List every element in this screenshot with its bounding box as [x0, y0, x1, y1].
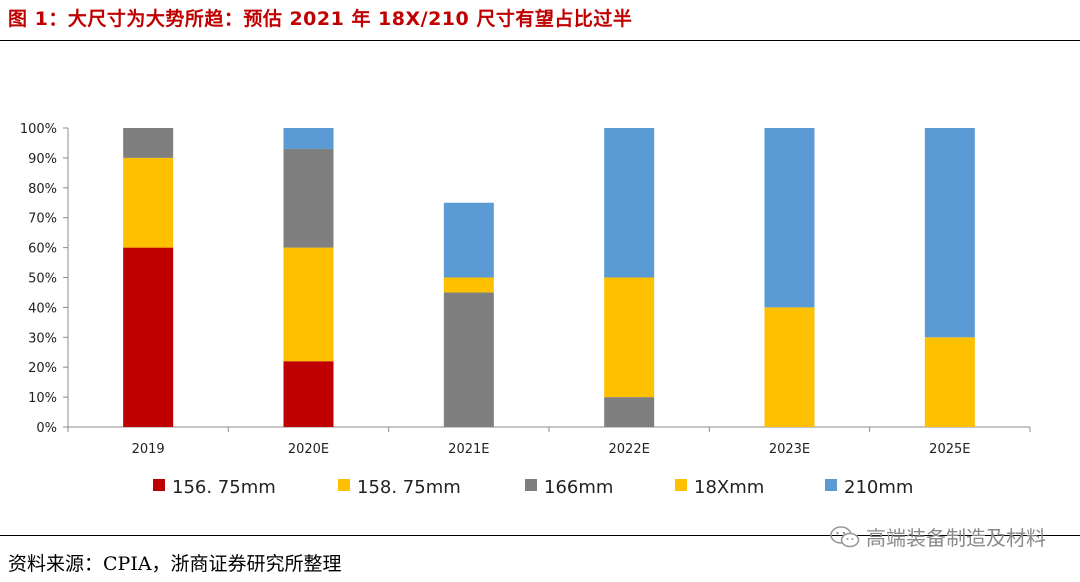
- y-tick-label: 70%: [28, 212, 57, 227]
- y-tick-label: 80%: [28, 182, 57, 197]
- y-tick-label: 90%: [28, 152, 57, 167]
- watermark-text: 高端装备制造及材料: [866, 526, 1046, 550]
- title-rule: [0, 40, 1080, 41]
- legend-label: 158. 75mm: [357, 477, 461, 498]
- y-tick-label: 0%: [36, 421, 57, 436]
- x-tick-label: 2019: [132, 442, 165, 457]
- footer-rule: [0, 535, 1080, 536]
- bar-segment: [283, 247, 334, 362]
- y-tick-label: 10%: [28, 391, 57, 406]
- legend-label: 156. 75mm: [172, 477, 276, 498]
- x-tick-label: 2025E: [929, 442, 970, 457]
- y-tick-label: 20%: [28, 361, 57, 376]
- stacked-bar-chart: 0% 10% 20% 30% 40% 50% 60% 70% 80% 90% 100% 2019 202…: [20, 122, 1031, 498]
- x-tick-label: 2020E: [288, 442, 329, 457]
- bar-segment: [764, 128, 815, 308]
- bar-segment: [123, 247, 174, 427]
- bar-segment: [604, 277, 655, 398]
- legend-swatch: [675, 479, 687, 491]
- bar-segment: [924, 128, 975, 338]
- y-tick-label: 40%: [28, 301, 57, 316]
- bar-segment: [924, 337, 975, 427]
- figure-title: 图 1：大尺寸为大势所趋：预估 2021 年 18X/210 尺寸有望占比过半: [8, 8, 633, 30]
- source-note: 资料来源：CPIA，浙商证券研究所整理: [8, 553, 342, 575]
- legend-label: 166mm: [544, 477, 613, 498]
- bar-segment: [443, 202, 494, 278]
- bar-segment: [443, 277, 494, 293]
- y-tick-label: 50%: [28, 272, 57, 287]
- chart-legend: 156. 75mm 158. 75mm 166mm 18Xmm 210mm: [153, 477, 913, 498]
- bar-segment: [123, 157, 174, 248]
- bar-segment: [604, 128, 655, 278]
- legend-swatch: [525, 479, 537, 491]
- y-tick-label: 60%: [28, 242, 57, 257]
- legend-swatch: [153, 479, 165, 491]
- x-tick-label: 2022E: [609, 442, 650, 457]
- legend-swatch: [825, 479, 837, 491]
- legend-swatch: [338, 479, 350, 491]
- legend-label: 210mm: [844, 477, 913, 498]
- bar-segment: [443, 292, 494, 427]
- chart-bars: [123, 128, 975, 427]
- y-tick-label: 30%: [28, 331, 57, 346]
- bar-segment: [283, 128, 334, 149]
- bar-segment: [764, 307, 815, 427]
- wechat-icon: [830, 525, 860, 547]
- bar-segment: [283, 148, 334, 248]
- legend-label: 18Xmm: [694, 477, 764, 498]
- bar-segment: [123, 128, 174, 158]
- chart-axes: 0% 10% 20% 30% 40% 50% 60% 70% 80% 90% 100% 2019 202…: [20, 122, 1031, 457]
- bar-segment: [604, 397, 655, 427]
- watermark: 高端装备制造及材料: [830, 522, 1046, 551]
- x-tick-label: 2021E: [448, 442, 489, 457]
- x-tick-label: 2023E: [769, 442, 810, 457]
- y-tick-label: 100%: [20, 122, 57, 137]
- bar-segment: [283, 361, 334, 427]
